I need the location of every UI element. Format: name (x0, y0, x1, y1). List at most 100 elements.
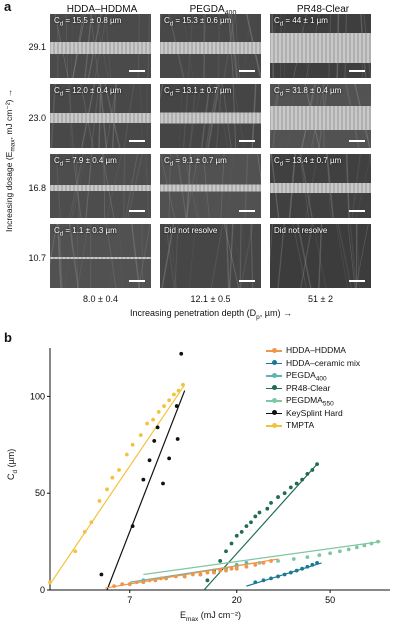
legend-label: PEGDMA (286, 395, 323, 405)
data-point (198, 572, 203, 577)
legend-label: PEGDA (286, 370, 316, 380)
scale-bar (349, 210, 365, 212)
sem-image-tile: Cd = 13.1 ± 0.7 µm (160, 84, 261, 148)
data-point (276, 495, 280, 499)
legend-marker (272, 372, 277, 378)
data-point (288, 570, 293, 575)
data-point (253, 514, 258, 519)
data-point (205, 578, 210, 583)
sem-caption: Cd = 13.1 ± 0.7 µm (164, 86, 232, 98)
sem-image-tile: Cd = 1.1 ± 0.3 µm (50, 224, 151, 288)
scatter-chart: 0 50 100 7 20 50 (30, 348, 390, 605)
scale-bar (349, 70, 365, 72)
sem-image-tile: Cd = 44 ± 1 µm (270, 14, 371, 78)
legend-label: TMPTA (286, 420, 315, 430)
legend-item: KeySplint Hard (264, 407, 360, 420)
sem-image-tile: Cd = 7.9 ± 0.4 µm (50, 154, 151, 218)
data-point (130, 524, 135, 529)
x-tick-label: 50 (325, 595, 335, 605)
scale-bar (129, 70, 145, 72)
x-tick-label: 7 (127, 595, 132, 605)
data-point (310, 562, 315, 567)
data-point (269, 559, 273, 563)
legend-item: TMPTA (264, 419, 360, 432)
data-point (229, 566, 234, 571)
data-point (179, 351, 184, 356)
data-point (173, 574, 178, 579)
data-point (97, 499, 102, 503)
data-point (244, 524, 249, 529)
legend-item: PEGDMA550 (264, 394, 360, 408)
sem-caption: Cd = 7.9 ± 0.4 µm (54, 156, 117, 168)
legend-marker (272, 422, 277, 428)
data-point (276, 559, 280, 563)
data-point (376, 539, 380, 544)
data-point (362, 543, 367, 548)
sem-caption: Cd = 44 ± 1 µm (274, 16, 328, 28)
y-tick-label: 100 (30, 391, 45, 401)
data-point (244, 564, 249, 569)
row-dosage-label: 23.0 (28, 113, 46, 123)
fit-line (106, 390, 186, 591)
data-point (105, 487, 109, 492)
sem-caption: Cd = 15.5 ± 0.8 µm (54, 16, 122, 28)
scale-bar (239, 140, 255, 142)
data-point (141, 477, 146, 482)
column-title-pr48-clear: PR48-Clear (296, 4, 350, 15)
data-point (310, 468, 315, 472)
data-point (305, 555, 310, 559)
row-dosage-label: 29.1 (28, 42, 46, 52)
data-point (141, 580, 146, 585)
data-point (172, 392, 176, 397)
sem-image-tile: Cd = 9.1 ± 0.7 µm (160, 154, 261, 218)
data-point (151, 417, 155, 422)
sem-image-tile: Did not resolve (270, 224, 371, 288)
fit-line (203, 463, 318, 591)
penetration-depth-value: 8.0 ± 0.4 (83, 294, 118, 304)
y-axis-title: Cd (µm) (6, 448, 19, 480)
scale-bar (129, 140, 145, 142)
row-dosage-label: 10.7 (28, 253, 46, 263)
data-point (269, 576, 273, 581)
data-point (261, 560, 266, 565)
data-point (175, 437, 180, 441)
penetration-depth-value: 12.1 ± 0.5 (190, 294, 231, 304)
data-point (161, 481, 165, 486)
data-point (212, 570, 216, 575)
data-point (282, 572, 287, 577)
data-point (234, 566, 239, 571)
data-point (162, 404, 166, 408)
data-point (152, 439, 157, 443)
data-point (145, 421, 150, 426)
data-point (317, 553, 322, 558)
scale-bar (129, 210, 145, 212)
data-point (269, 500, 273, 505)
data-point (257, 510, 262, 515)
panel-b-label: b (4, 330, 12, 345)
data-point (134, 580, 139, 585)
data-point (127, 582, 132, 587)
data-point (294, 568, 299, 573)
sem-caption: Cd = 15.3 ± 0.6 µm (164, 16, 232, 28)
data-point (328, 551, 333, 556)
sem-caption: Cd = 31.8 ± 0.4 µm (274, 86, 342, 98)
data-point (291, 557, 296, 561)
data-point (300, 477, 305, 482)
data-point (234, 533, 239, 538)
data-point (282, 491, 287, 496)
data-point (224, 549, 228, 554)
data-point (224, 568, 228, 573)
sem-image-tile: Cd = 15.3 ± 0.6 µm (160, 14, 261, 78)
data-point (315, 560, 319, 565)
chart-legend: HDDA–HDDMA HDDA–ceramic mix PEGDA400 PR48-C… (264, 344, 360, 432)
data-point (176, 388, 181, 393)
legend-item: PR48-Clear (264, 382, 360, 395)
data-point (218, 559, 223, 563)
data-point (239, 530, 244, 534)
data-point (153, 578, 158, 583)
sem-image-tile: Did not resolve (160, 224, 261, 288)
data-point (138, 433, 143, 438)
legend-marker (272, 397, 277, 403)
data-point (218, 568, 223, 573)
sem-caption: Cd = 1.1 ± 0.3 µm (54, 226, 117, 238)
